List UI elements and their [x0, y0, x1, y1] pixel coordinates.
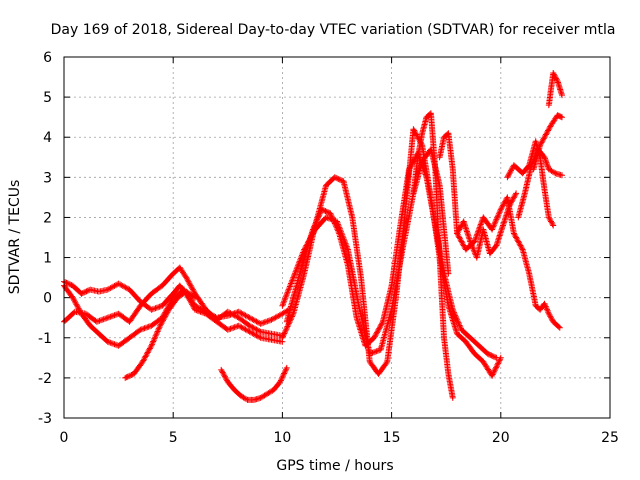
x-tick-label: 5 [169, 430, 178, 446]
chart-title: Day 169 of 2018, Sidereal Day-to-day VTE… [51, 22, 616, 38]
series-trace-12 [504, 138, 557, 229]
x-tick-label: 10 [273, 430, 291, 446]
y-tick-label: 3 [43, 170, 52, 186]
y-tick-label: -1 [38, 331, 52, 347]
y-tick-label: 6 [43, 50, 52, 66]
series-trace-14 [530, 112, 565, 173]
plot-frame [63, 56, 611, 419]
x-tick-label: 15 [383, 430, 401, 446]
grid [64, 57, 610, 418]
y-axis-label: SDTVAR / TECUs [7, 180, 23, 295]
y-tick-label: -2 [38, 371, 52, 387]
y-tick-label: 1 [43, 251, 52, 267]
series-trace-5 [218, 364, 290, 403]
series-trace-8 [279, 146, 452, 357]
x-axis-label: GPS time / hours [276, 458, 393, 474]
series-trace-4 [122, 288, 198, 381]
series-trace-15 [545, 70, 565, 109]
x-tick-label: 0 [60, 430, 69, 446]
y-tick-label: 2 [43, 210, 52, 226]
series-trace-10 [436, 130, 520, 261]
x-tick-label: 20 [492, 430, 510, 446]
y-tick-label: 5 [43, 90, 52, 106]
y-tick-label: 4 [43, 130, 52, 146]
series-trace-11 [454, 194, 563, 331]
y-tick-label: -3 [38, 411, 52, 427]
x-tick-label: 25 [601, 430, 619, 446]
y-tick-label: 0 [43, 291, 52, 307]
series-trace-9 [410, 110, 456, 401]
axes: 0 5 10 15 20 25 -3 -2 -1 0 1 2 3 4 5 6 [38, 50, 619, 446]
data-points [61, 70, 565, 403]
